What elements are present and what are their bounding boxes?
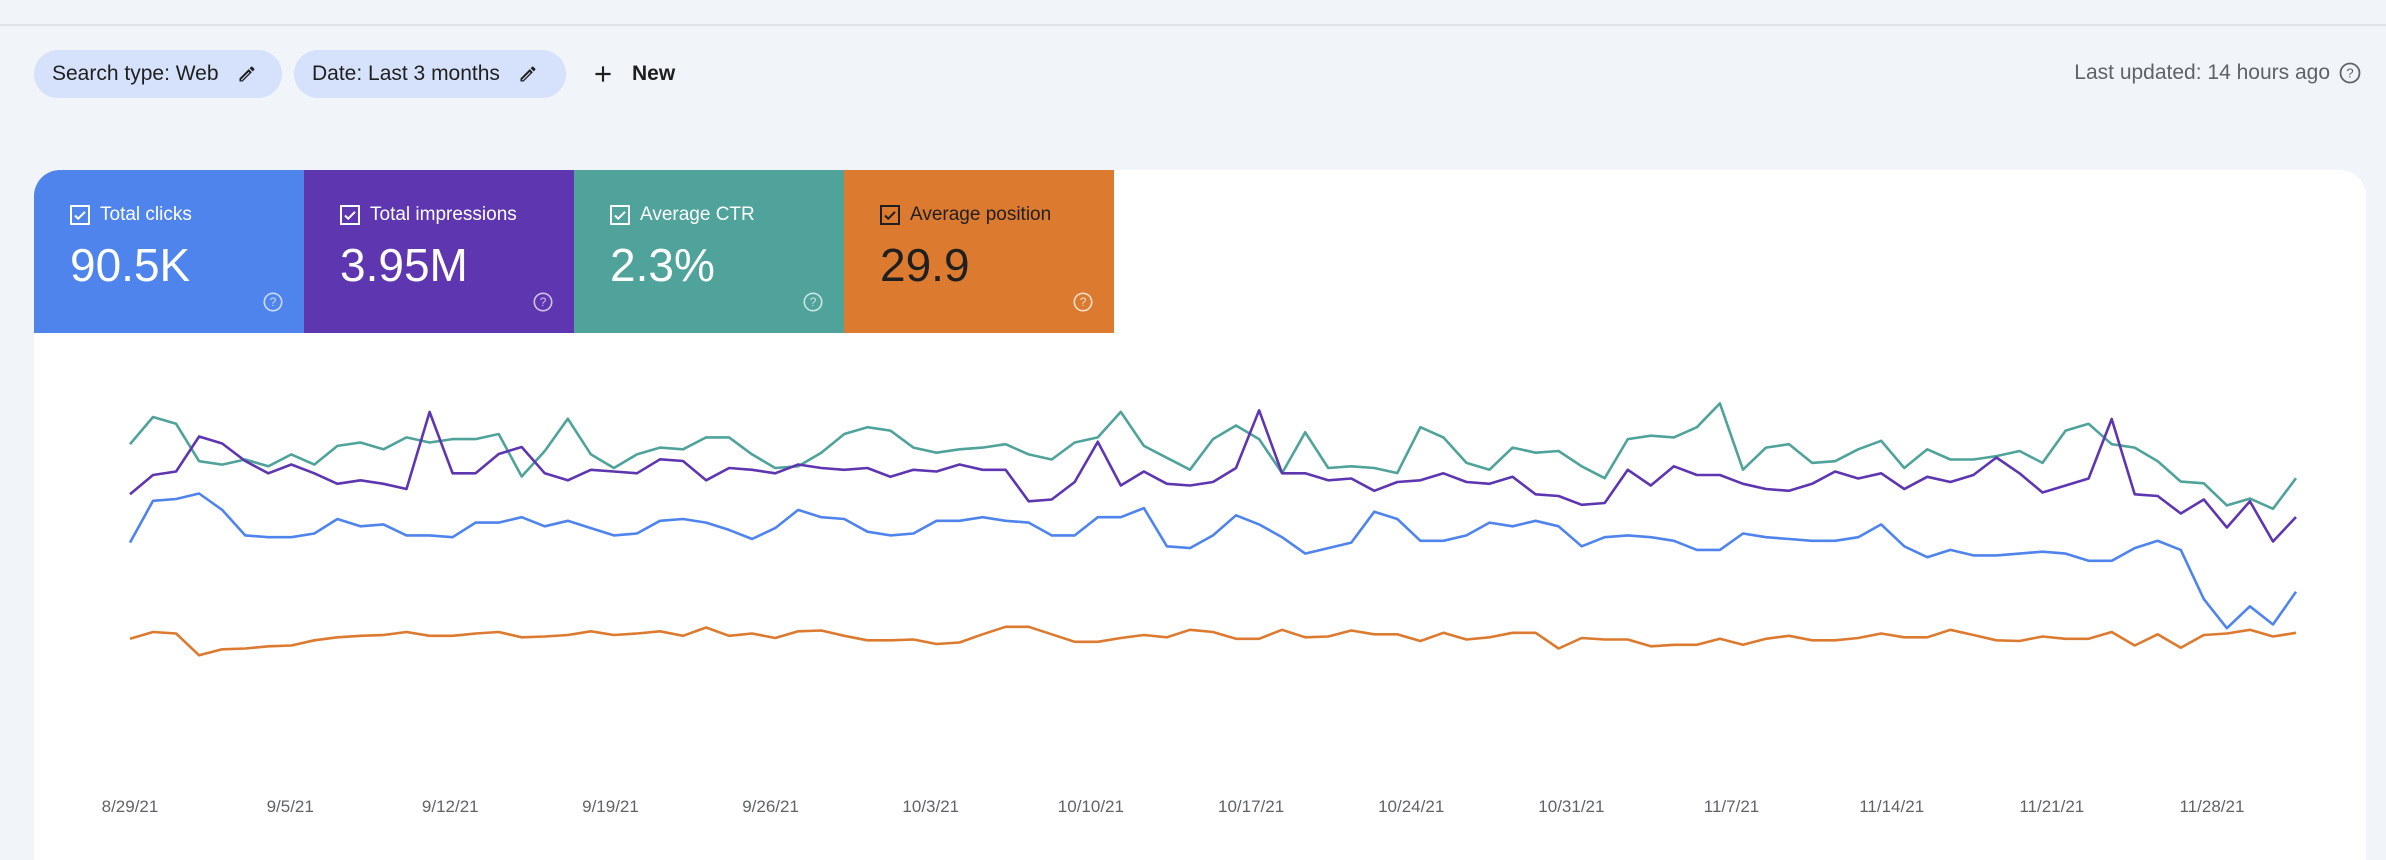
metric-value: 3.95M <box>340 239 468 291</box>
top-divider <box>0 24 2386 26</box>
series-line-average-position[interactable] <box>129 625 2297 657</box>
x-tick-label: 10/24/21 <box>1378 797 1444 816</box>
x-tick-label: 9/19/21 <box>582 797 639 816</box>
date-filter-chip[interactable]: Date: Last 3 months <box>294 50 566 98</box>
series-line-total-impressions[interactable] <box>129 409 2297 543</box>
search-type-filter-label: Search type: Web <box>52 62 219 85</box>
x-tick-label: 11/7/21 <box>1704 797 1759 816</box>
svg-text:?: ? <box>270 295 277 309</box>
x-tick-label: 11/28/21 <box>2180 797 2245 816</box>
x-tick-label: 11/21/21 <box>2019 797 2084 816</box>
metric-total-clicks[interactable]: Total clicks 90.5K ? <box>34 170 304 333</box>
svg-text:?: ? <box>2346 66 2353 81</box>
svg-text:?: ? <box>810 295 817 309</box>
metric-value: 90.5K <box>70 239 191 291</box>
plus-icon <box>590 61 616 87</box>
metric-average-ctr[interactable]: Average CTR 2.3% ? <box>574 170 844 333</box>
x-tick-label: 11/14/21 <box>1859 797 1924 816</box>
checkbox-checked-icon[interactable] <box>70 205 90 225</box>
last-updated: Last updated: 14 hours ago ? <box>2074 56 2362 90</box>
performance-chart[interactable]: 8/29/21 9/5/21 9/12/21 9/19/21 9/26/21 10/3/2… <box>34 170 2366 850</box>
search-type-filter-chip[interactable]: Search type: Web <box>34 50 282 98</box>
last-updated-text: Last updated: 14 hours ago <box>2074 61 2330 84</box>
x-tick-label: 8/29/21 <box>102 797 159 816</box>
performance-card: Total clicks 90.5K ? Total impressions 3… <box>34 170 2366 860</box>
x-tick-label: 9/5/21 <box>267 797 314 816</box>
svg-text:?: ? <box>540 295 547 309</box>
metric-label: Average CTR <box>640 204 755 225</box>
series-line-average-ctr[interactable] <box>129 402 2298 511</box>
metric-total-impressions[interactable]: Total impressions 3.95M ? <box>304 170 574 333</box>
metric-value: 2.3% <box>610 239 715 291</box>
x-tick-label: 10/10/21 <box>1058 797 1124 816</box>
pencil-icon[interactable] <box>518 64 538 84</box>
pencil-icon[interactable] <box>237 64 257 84</box>
help-icon[interactable]: ? <box>1072 291 1094 313</box>
help-icon[interactable]: ? <box>532 291 554 313</box>
series-line-total-clicks[interactable] <box>128 492 2298 630</box>
help-icon[interactable]: ? <box>2338 61 2362 85</box>
svg-text:?: ? <box>1080 295 1087 309</box>
x-tick-label: 9/12/21 <box>422 797 479 816</box>
help-icon[interactable]: ? <box>262 291 284 313</box>
new-filter-button[interactable]: New <box>590 50 675 98</box>
help-icon[interactable]: ? <box>802 291 824 313</box>
x-tick-label: 9/26/21 <box>742 797 799 816</box>
x-tick-label: 10/17/21 <box>1218 797 1284 816</box>
x-tick-label: 10/31/21 <box>1538 797 1604 816</box>
checkbox-checked-icon[interactable] <box>880 205 900 225</box>
metric-average-position[interactable]: Average position 29.9 ? <box>844 170 1114 333</box>
metric-label: Total clicks <box>100 204 192 225</box>
new-filter-label: New <box>632 62 676 85</box>
checkbox-checked-icon[interactable] <box>610 205 630 225</box>
date-filter-label: Date: Last 3 months <box>312 62 500 85</box>
checkbox-checked-icon[interactable] <box>340 205 360 225</box>
metric-label: Total impressions <box>370 204 517 225</box>
metric-label: Average position <box>910 204 1052 225</box>
x-tick-label: 10/3/21 <box>902 797 959 816</box>
metric-value: 29.9 <box>880 239 970 291</box>
